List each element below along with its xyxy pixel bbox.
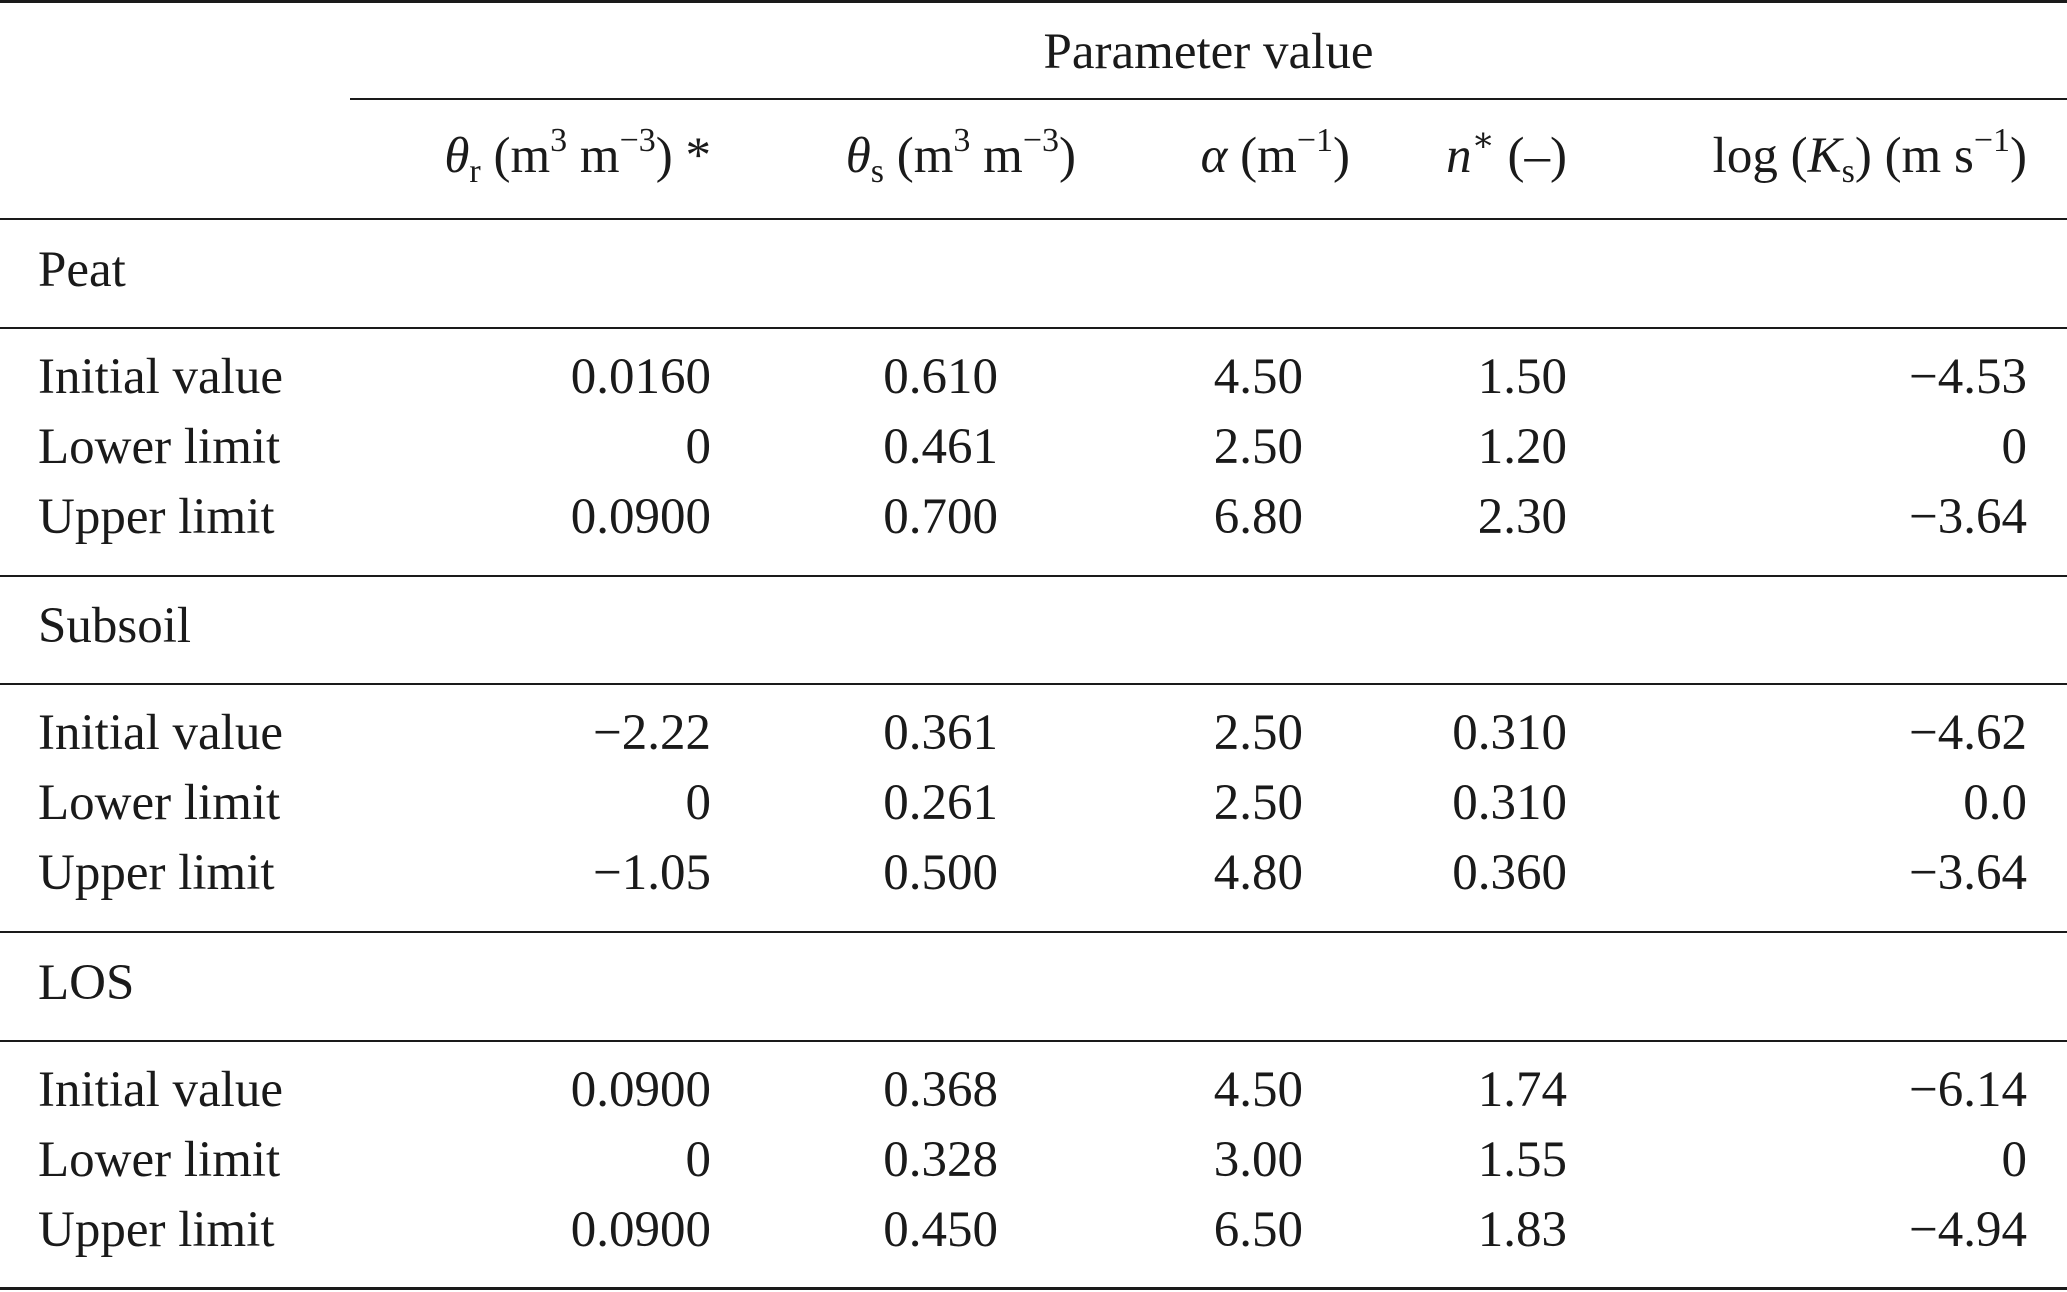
row-label: Lower limit <box>38 775 281 831</box>
cell: 1.50 <box>1477 349 1567 405</box>
cell: −6.14 <box>1908 1062 2027 1118</box>
cell: 0.500 <box>883 845 998 901</box>
column-header-theta-s: θs (m3 m−3) <box>845 122 1076 190</box>
section-rule-subsoil <box>0 683 2067 685</box>
cell: −4.62 <box>1908 705 2027 761</box>
cell: −3.64 <box>1908 845 2027 901</box>
cell: −1.05 <box>592 845 711 901</box>
cell: 0.0160 <box>570 349 711 405</box>
cell: 6.50 <box>1213 1202 1303 1258</box>
cell: 0.0900 <box>570 1062 711 1118</box>
row-label: Upper limit <box>38 845 275 901</box>
column-header-theta-r: θr (m3 m−3) * <box>444 122 711 190</box>
cell: 0.700 <box>883 489 998 545</box>
cell: 0 <box>685 775 712 831</box>
cell: 4.50 <box>1213 349 1303 405</box>
cell: 2.50 <box>1213 775 1303 831</box>
row-label: Upper limit <box>38 1202 275 1258</box>
row-label: Initial value <box>38 1062 283 1118</box>
cell: 0 <box>2001 1132 2028 1188</box>
section-rule-peat-end <box>0 575 2067 577</box>
section-label-los: LOS <box>38 955 135 1011</box>
cell: −2.22 <box>592 705 711 761</box>
section-rule-subsoil-end <box>0 931 2067 933</box>
section-rule-los <box>0 1040 2067 1042</box>
cell: 0.0900 <box>570 489 711 545</box>
cell: 6.80 <box>1213 489 1303 545</box>
cell: 1.74 <box>1477 1062 1567 1118</box>
cell: −3.64 <box>1908 489 2027 545</box>
top-rule <box>0 0 2067 3</box>
cell: 0.310 <box>1452 705 1567 761</box>
cell: 2.50 <box>1213 705 1303 761</box>
cell: 3.00 <box>1213 1132 1303 1188</box>
section-rule-peat <box>0 327 2067 329</box>
row-label: Initial value <box>38 705 283 761</box>
cell: 0.0900 <box>570 1202 711 1258</box>
row-label: Upper limit <box>38 489 275 545</box>
row-label: Lower limit <box>38 419 281 475</box>
cell: 0.328 <box>883 1132 998 1188</box>
cell: 0.610 <box>883 349 998 405</box>
cell: 0.310 <box>1452 775 1567 831</box>
group-header-rule <box>350 98 2067 100</box>
row-label: Lower limit <box>38 1132 281 1188</box>
cell: 4.80 <box>1213 845 1303 901</box>
header-bottom-rule <box>0 218 2067 220</box>
cell: 0 <box>685 419 712 475</box>
cell: 0.450 <box>883 1202 998 1258</box>
cell: 0.361 <box>883 705 998 761</box>
column-header-n: n∗ (–) <box>1446 122 1567 185</box>
cell: 2.30 <box>1477 489 1567 545</box>
cell: 0 <box>2001 419 2028 475</box>
row-label: Initial value <box>38 349 283 405</box>
section-label-subsoil: Subsoil <box>38 598 192 654</box>
cell: 1.55 <box>1477 1132 1567 1188</box>
cell: 0.368 <box>883 1062 998 1118</box>
cell: −4.94 <box>1908 1202 2027 1258</box>
cell: 0.0 <box>1963 775 2027 831</box>
cell: 0 <box>685 1132 712 1188</box>
cell: 2.50 <box>1213 419 1303 475</box>
column-header-alpha: α (m−1) <box>1200 122 1350 185</box>
cell: 1.83 <box>1477 1202 1567 1258</box>
cell: 0.261 <box>883 775 998 831</box>
cell: 0.360 <box>1452 845 1567 901</box>
cell: 0.461 <box>883 419 998 475</box>
section-label-peat: Peat <box>38 242 126 298</box>
column-header-log-ks: log (Ks) (m s−1) <box>1712 122 2027 190</box>
cell: −4.53 <box>1908 349 2027 405</box>
cell: 1.20 <box>1477 419 1567 475</box>
group-header: Parameter value <box>1043 24 1374 80</box>
bottom-rule <box>0 1287 2067 1290</box>
cell: 4.50 <box>1213 1062 1303 1118</box>
